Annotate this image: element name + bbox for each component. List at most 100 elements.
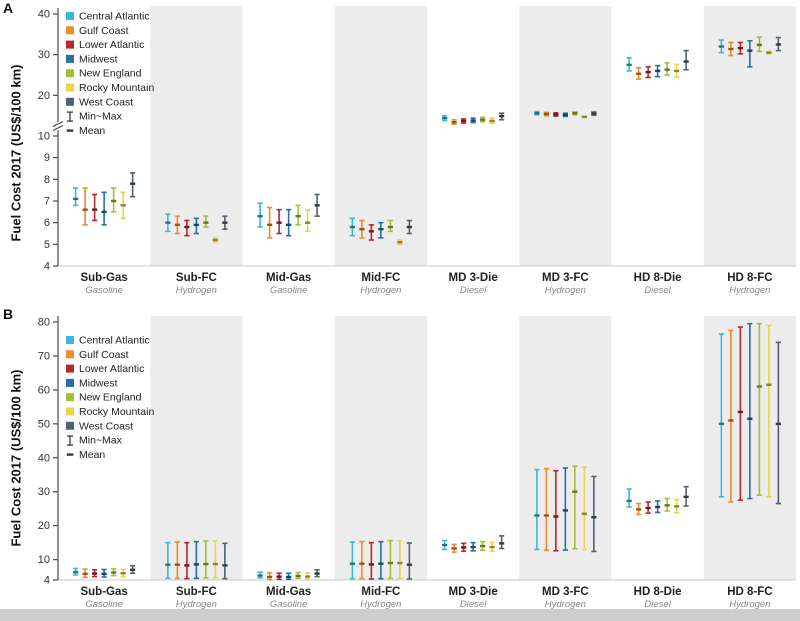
mean-marker <box>73 570 79 574</box>
fuel-type-label: Hydrogen <box>176 285 217 296</box>
mean-marker <box>461 546 467 549</box>
legend-swatch <box>66 12 74 20</box>
errorbar <box>766 50 772 55</box>
mean-marker <box>718 45 724 48</box>
fuel-type-label: Hydrogen <box>545 599 586 609</box>
errorbar <box>276 572 282 581</box>
mean-marker <box>257 574 263 577</box>
errorbar <box>387 219 393 233</box>
y-tick-label: 7 <box>44 196 50 208</box>
panel-a-chart: 45678910203040Sub-GasGasolineSub-FCHydro… <box>38 6 796 296</box>
mean-marker <box>655 69 661 73</box>
fuel-type-label: Hydrogen <box>729 599 770 609</box>
mean-marker <box>480 118 486 121</box>
y-tick-label: 60 <box>38 384 50 396</box>
errorbar <box>387 539 393 580</box>
errorbar <box>397 539 403 580</box>
mean-marker <box>305 221 311 224</box>
errorbar <box>101 568 107 578</box>
y-tick-label: 80 <box>38 317 50 329</box>
legend-item-label: Rocky Mountain <box>79 82 154 94</box>
legend-item-label: West Coast <box>79 420 133 432</box>
category-label: MD 3-Die <box>449 272 498 284</box>
errorbar <box>203 540 209 579</box>
y-tick-label: 5 <box>44 239 50 251</box>
errorbar <box>655 64 661 78</box>
errorbar <box>543 467 549 551</box>
errorbar <box>130 564 136 575</box>
errorbar <box>73 187 79 207</box>
errorbar <box>756 36 762 53</box>
errorbar <box>636 66 642 80</box>
mean-marker <box>82 208 88 211</box>
mean-marker <box>766 383 772 387</box>
mean-marker <box>276 575 282 578</box>
mean-marker <box>756 385 762 388</box>
panel-b-chart: 41020304050607080Sub-GasGasolineSub-FCHy… <box>38 316 796 609</box>
errorbar <box>184 541 190 580</box>
legend-swatch <box>66 378 74 387</box>
y-tick-label: 20 <box>38 520 50 532</box>
fuel-type-label: Hydrogen <box>360 599 401 609</box>
category-label: HD 8-Die <box>634 272 682 284</box>
mean-marker <box>775 422 781 426</box>
mean-marker <box>359 227 365 231</box>
legend-swatch <box>66 336 74 344</box>
errorbar <box>314 569 320 578</box>
category-label: Mid-Gas <box>266 586 311 598</box>
panel-a-ylabel: Fuel Cost 2017 (US$/100 km) <box>8 64 24 242</box>
errorbar <box>683 485 689 507</box>
mean-marker <box>543 112 549 116</box>
axis-break-slash <box>52 124 64 132</box>
errorbar <box>378 221 384 239</box>
mean-marker <box>73 197 79 201</box>
errorbar <box>737 41 743 55</box>
errorbar <box>397 239 403 246</box>
errorbar <box>766 324 772 498</box>
errorbar <box>442 539 448 551</box>
category-band <box>150 316 243 580</box>
mean-marker <box>397 240 403 244</box>
mean-marker <box>489 545 495 549</box>
errorbar <box>737 326 743 502</box>
errorbar <box>305 208 311 233</box>
y-tick-label: 30 <box>38 486 50 498</box>
mean-marker <box>470 119 476 122</box>
fuel-type-label: Hydrogen <box>360 285 401 296</box>
mean-marker <box>499 114 505 118</box>
mean-marker <box>543 514 549 517</box>
errorbar <box>111 567 117 577</box>
y-tick-label: 8 <box>44 174 50 186</box>
fuel-type-label: Gasoline <box>270 285 308 296</box>
mean-marker <box>406 563 412 566</box>
errorbar <box>664 497 670 512</box>
category-label: Sub-Gas <box>80 586 127 598</box>
mean-marker <box>286 223 292 227</box>
mean-marker <box>349 225 355 229</box>
category-label: Mid-FC <box>361 272 400 284</box>
mean-marker <box>572 490 578 493</box>
legend-item-label: Gulf Coast <box>79 25 129 37</box>
category-label: Sub-FC <box>176 586 217 598</box>
fuel-type-label: Hydrogen <box>729 285 770 296</box>
mean-marker <box>203 221 209 224</box>
errorbar <box>174 541 180 580</box>
errorbar <box>73 567 79 576</box>
y-tick-label: 10 <box>38 131 50 143</box>
fuel-type-label: Diesel <box>644 599 671 609</box>
legend-item-label: Lower Atlantic <box>79 39 144 51</box>
mean-marker <box>387 561 393 565</box>
errorbar <box>553 112 559 117</box>
errorbar <box>683 49 689 71</box>
errorbar <box>165 541 171 580</box>
mean-marker <box>489 119 495 123</box>
errorbar <box>489 541 495 552</box>
category-label: HD 8-Die <box>634 586 682 598</box>
mean-marker <box>368 563 374 566</box>
mean-marker <box>406 225 412 229</box>
errorbar <box>728 41 734 57</box>
mean-marker <box>664 504 670 507</box>
errorbar <box>257 202 263 228</box>
category-label: Mid-FC <box>361 586 400 598</box>
category-label: Sub-FC <box>176 272 217 284</box>
